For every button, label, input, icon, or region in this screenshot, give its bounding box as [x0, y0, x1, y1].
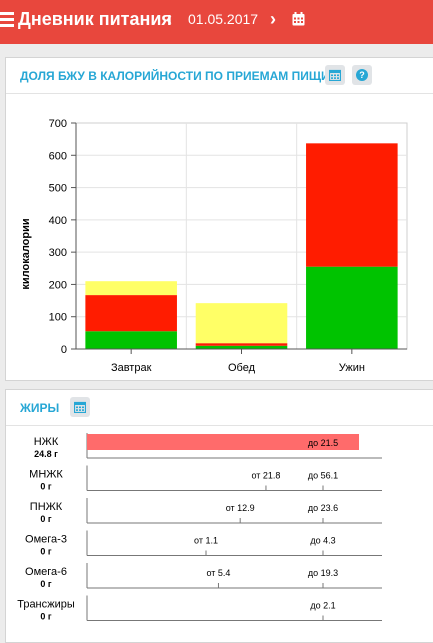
y-tick-label: 300 — [49, 247, 67, 259]
page-title: Дневник питания — [18, 9, 172, 29]
calendar-icon — [329, 69, 341, 81]
fat-row: Омега-60 г от 5.4 до 19.3 — [25, 563, 382, 589]
help-button[interactable]: ? — [352, 65, 372, 85]
bar-segment — [85, 331, 177, 349]
y-tick-label: 100 — [49, 312, 67, 324]
current-date[interactable]: 01.05.2017 — [188, 11, 259, 27]
fats-card-header: ЖИРЫ — [6, 390, 433, 426]
app-header: Дневник питания ‹ 01.05.2017 › — [0, 0, 433, 44]
bar-segment — [306, 266, 398, 349]
fat-max-label: до 19.3 — [308, 568, 338, 578]
y-tick-label: 500 — [49, 183, 67, 195]
fat-name: ПНЖК — [30, 501, 63, 513]
bju-chart-card: ДОЛЯ БЖУ В КАЛОРИЙНОСТИ ПО ПРИЕМАМ ПИЩИ … — [5, 57, 433, 381]
fat-name: Омега-3 — [25, 534, 67, 546]
fat-name: НЖК — [34, 436, 59, 448]
chart-card-title: ДОЛЯ БЖУ В КАЛОРИЙНОСТИ ПО ПРИЕМАМ ПИЩИ — [20, 69, 330, 83]
fat-min-label: от 1.1 — [194, 536, 218, 546]
y-tick-label: 600 — [49, 150, 67, 162]
fat-amount: 0 г — [40, 514, 52, 524]
fat-max-label: до 21.5 — [308, 438, 338, 448]
hamburger-icon[interactable] — [0, 12, 14, 28]
fat-max-label: до 2.1 — [310, 601, 335, 611]
fat-amount: 0 г — [40, 482, 52, 492]
chart-card-header: ДОЛЯ БЖУ В КАЛОРИЙНОСТИ ПО ПРИЕМАМ ПИЩИ … — [6, 58, 433, 94]
x-tick-label: Завтрак — [111, 362, 152, 374]
fat-min-label: от 21.8 — [251, 471, 280, 481]
fats-calendar-button[interactable] — [70, 397, 90, 417]
y-tick-label: 700 — [49, 118, 67, 130]
bar-segment — [195, 345, 288, 349]
chart-bars — [85, 143, 398, 349]
bar-segment — [85, 281, 177, 296]
x-tick-label: Обед — [228, 362, 256, 374]
y-tick-label: 400 — [49, 215, 67, 227]
bar-segment — [195, 343, 288, 346]
y-tick-label: 200 — [49, 279, 67, 291]
y-axis-label: килокалории — [20, 218, 32, 289]
fat-amount: 24.8 г — [34, 449, 58, 459]
fat-value-bar — [87, 434, 359, 450]
fat-name: Омега-6 — [25, 566, 67, 578]
fat-name: Трансжиры — [17, 599, 75, 611]
fat-row: Омега-30 г от 1.1 до 4.3 — [25, 530, 382, 557]
calendar-icon[interactable] — [292, 12, 305, 31]
bar-segment — [85, 295, 177, 332]
fat-amount: 0 г — [40, 579, 52, 589]
fat-max-label: до 4.3 — [310, 536, 335, 546]
fat-name: МНЖК — [29, 469, 63, 481]
fat-min-label: от 12.9 — [226, 503, 255, 513]
prev-day-button[interactable]: ‹ — [166, 9, 172, 29]
calendar-icon — [74, 401, 86, 413]
fat-amount: 0 г — [40, 547, 52, 557]
x-tick-label: Ужин — [339, 362, 365, 374]
fats-card: ЖИРЫ НЖК 24.8 г до 21.5 МНЖК 0 г от 21.8 до 56… — [5, 389, 433, 643]
fat-max-label: до 23.6 — [308, 503, 338, 513]
help-icon: ? — [356, 69, 368, 81]
fats-card-title: ЖИРЫ — [20, 401, 60, 415]
bar-segment — [195, 303, 288, 344]
bar-segment — [306, 143, 398, 267]
chart-axes: 0 100 200 300 400 500 600 700 Завтрак Обед Ужин — [49, 118, 407, 374]
bju-chart-svg: 0 100 200 300 400 500 600 700 Завтрак Обед Ужин ки… — [20, 118, 408, 374]
fat-max-label: до 56.1 — [308, 471, 338, 481]
calendar-button[interactable] — [325, 65, 345, 85]
fat-min-label: от 5.4 — [206, 568, 230, 578]
next-day-button[interactable]: › — [270, 9, 276, 29]
fat-amount: 0 г — [40, 612, 52, 622]
y-tick-label: 0 — [61, 344, 67, 356]
